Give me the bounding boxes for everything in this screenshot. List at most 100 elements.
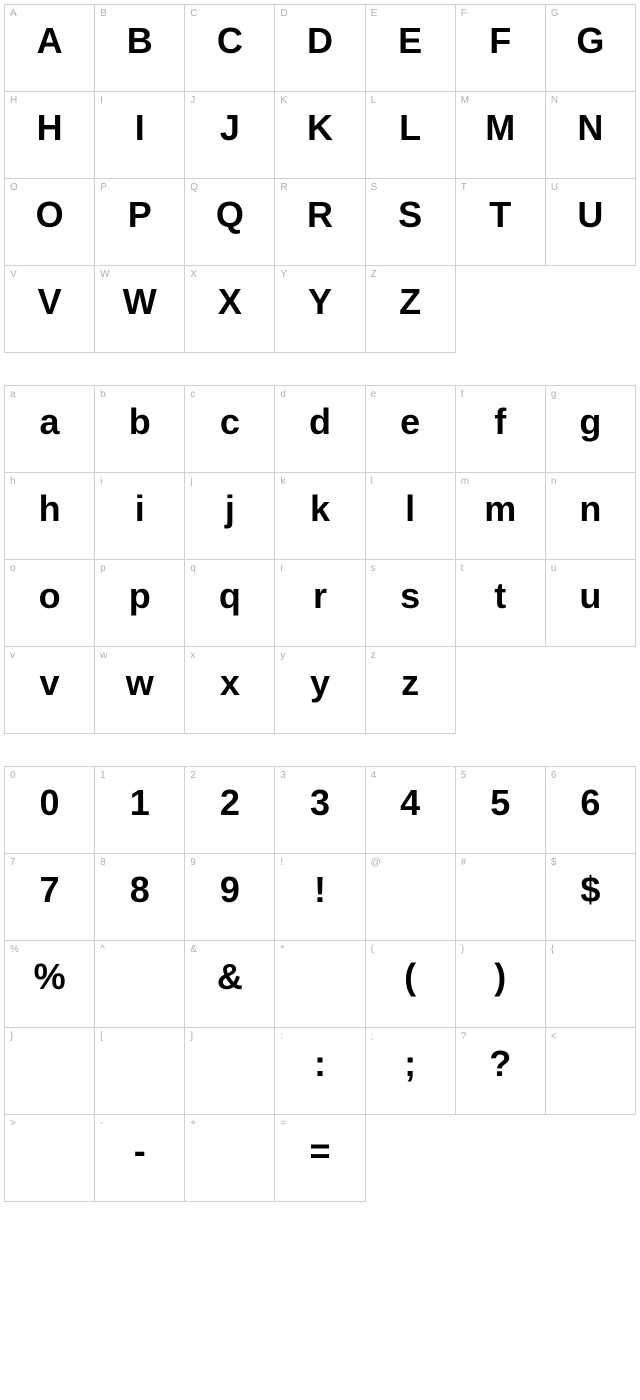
cell-key-label: !	[280, 857, 283, 868]
glyph-cell[interactable]: II	[95, 92, 185, 179]
glyph-cell[interactable]: KK	[275, 92, 365, 179]
glyph-cell[interactable]: xx	[185, 647, 275, 734]
glyph-cell[interactable]: ee	[366, 386, 456, 473]
glyph-grid-lowercase: aabbccddeeffgghhiijjkkllmmnnooppqqrrsstt…	[4, 385, 636, 734]
glyph-cell[interactable]: 77	[5, 854, 95, 941]
glyph-cell[interactable]: @	[366, 854, 456, 941]
glyph-cell[interactable]: WW	[95, 266, 185, 353]
glyph-cell[interactable]: 66	[546, 767, 636, 854]
glyph-cell[interactable]: PP	[95, 179, 185, 266]
glyph-cell[interactable]: HH	[5, 92, 95, 179]
glyph-cell[interactable]: UU	[546, 179, 636, 266]
glyph-cell[interactable]: CC	[185, 5, 275, 92]
cell-glyph: t	[456, 578, 545, 614]
glyph-cell[interactable]: zz	[366, 647, 456, 734]
glyph-cell[interactable]: 00	[5, 767, 95, 854]
glyph-cell[interactable]: ??	[456, 1028, 546, 1115]
cell-glyph: R	[275, 197, 364, 233]
glyph-cell[interactable]: pp	[95, 560, 185, 647]
glyph-cell[interactable]: JJ	[185, 92, 275, 179]
cell-key-label: d	[280, 389, 286, 400]
glyph-cell[interactable]: uu	[546, 560, 636, 647]
cell-key-label: A	[10, 8, 17, 19]
glyph-cell[interactable]: OO	[5, 179, 95, 266]
cell-key-label: r	[280, 563, 283, 574]
glyph-cell[interactable]: YY	[275, 266, 365, 353]
glyph-cell[interactable]: mm	[456, 473, 546, 560]
glyph-cell[interactable]: ^	[95, 941, 185, 1028]
glyph-cell[interactable]: ll	[366, 473, 456, 560]
cell-glyph: r	[275, 578, 364, 614]
glyph-cell[interactable]: TT	[456, 179, 546, 266]
glyph-cell[interactable]: hh	[5, 473, 95, 560]
glyph-cell[interactable]: yy	[275, 647, 365, 734]
cell-glyph: W	[95, 284, 184, 320]
glyph-cell[interactable]: VV	[5, 266, 95, 353]
glyph-cell[interactable]: %%	[5, 941, 95, 1028]
glyph-cell[interactable]: gg	[546, 386, 636, 473]
glyph-cell[interactable]: --	[95, 1115, 185, 1202]
cell-glyph: 4	[366, 785, 455, 821]
glyph-cell[interactable]: ff	[456, 386, 546, 473]
cell-glyph: s	[366, 578, 455, 614]
glyph-cell[interactable]: kk	[275, 473, 365, 560]
glyph-cell[interactable]: >	[5, 1115, 95, 1202]
glyph-cell[interactable]: ==	[275, 1115, 365, 1202]
glyph-cell[interactable]: ss	[366, 560, 456, 647]
glyph-cell[interactable]: SS	[366, 179, 456, 266]
glyph-cell[interactable]: 55	[456, 767, 546, 854]
glyph-cell[interactable]: RR	[275, 179, 365, 266]
glyph-cell[interactable]: 44	[366, 767, 456, 854]
glyph-cell[interactable]: vv	[5, 647, 95, 734]
glyph-cell[interactable]: BB	[95, 5, 185, 92]
cell-key-label: v	[10, 650, 15, 661]
glyph-cell[interactable]: 22	[185, 767, 275, 854]
glyph-cell[interactable]: ww	[95, 647, 185, 734]
glyph-cell[interactable]: nn	[546, 473, 636, 560]
glyph-cell[interactable]: $$	[546, 854, 636, 941]
glyph-cell[interactable]: tt	[456, 560, 546, 647]
glyph-cell[interactable]: QQ	[185, 179, 275, 266]
glyph-cell[interactable]: ZZ	[366, 266, 456, 353]
glyph-cell[interactable]: +	[185, 1115, 275, 1202]
glyph-cell[interactable]: ii	[95, 473, 185, 560]
glyph-cell[interactable]: FF	[456, 5, 546, 92]
glyph-cell[interactable]: ;;	[366, 1028, 456, 1115]
glyph-cell[interactable]: <	[546, 1028, 636, 1115]
glyph-cell[interactable]: &&	[185, 941, 275, 1028]
cell-key-label: ?	[461, 1031, 467, 1042]
cell-glyph: K	[275, 110, 364, 146]
glyph-cell[interactable]: rr	[275, 560, 365, 647]
glyph-cell[interactable]: dd	[275, 386, 365, 473]
glyph-cell[interactable]: 11	[95, 767, 185, 854]
glyph-cell[interactable]: 33	[275, 767, 365, 854]
glyph-cell[interactable]: ((	[366, 941, 456, 1028]
glyph-cell[interactable]: aa	[5, 386, 95, 473]
glyph-cell[interactable]: {	[546, 941, 636, 1028]
glyph-cell[interactable]: LL	[366, 92, 456, 179]
cell-key-label: u	[551, 563, 557, 574]
glyph-cell[interactable]: !!	[275, 854, 365, 941]
glyph-cell[interactable]: NN	[546, 92, 636, 179]
glyph-cell[interactable]: [	[95, 1028, 185, 1115]
glyph-cell[interactable]: }	[5, 1028, 95, 1115]
glyph-cell[interactable]: MM	[456, 92, 546, 179]
glyph-cell[interactable]: DD	[275, 5, 365, 92]
glyph-cell[interactable]: qq	[185, 560, 275, 647]
glyph-cell[interactable]: cc	[185, 386, 275, 473]
glyph-cell[interactable]: bb	[95, 386, 185, 473]
glyph-cell[interactable]: *	[275, 941, 365, 1028]
glyph-cell[interactable]: EE	[366, 5, 456, 92]
glyph-cell[interactable]: ::	[275, 1028, 365, 1115]
glyph-cell[interactable]: XX	[185, 266, 275, 353]
glyph-cell[interactable]: jj	[185, 473, 275, 560]
glyph-cell[interactable]: GG	[546, 5, 636, 92]
glyph-cell[interactable]: ]	[185, 1028, 275, 1115]
glyph-cell[interactable]: oo	[5, 560, 95, 647]
cell-glyph: i	[95, 491, 184, 527]
glyph-cell[interactable]: #	[456, 854, 546, 941]
glyph-cell[interactable]: ))	[456, 941, 546, 1028]
glyph-cell[interactable]: 88	[95, 854, 185, 941]
glyph-cell[interactable]: AA	[5, 5, 95, 92]
glyph-cell[interactable]: 99	[185, 854, 275, 941]
